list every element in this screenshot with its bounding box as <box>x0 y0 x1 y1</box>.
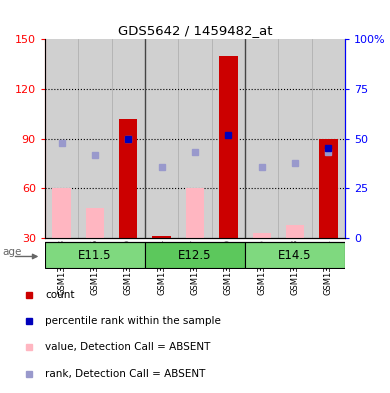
Text: E14.5: E14.5 <box>278 248 312 262</box>
Bar <box>319 138 338 238</box>
Bar <box>245 39 278 238</box>
Bar <box>78 39 112 238</box>
Text: value, Detection Call = ABSENT: value, Detection Call = ABSENT <box>45 342 210 353</box>
Bar <box>212 39 245 238</box>
Bar <box>152 236 171 238</box>
Text: age: age <box>2 247 21 257</box>
Bar <box>245 242 345 268</box>
Bar <box>286 224 304 238</box>
Bar <box>186 188 204 238</box>
Text: E11.5: E11.5 <box>78 248 112 262</box>
Bar <box>312 39 345 238</box>
Bar <box>145 242 245 268</box>
Text: E12.5: E12.5 <box>178 248 212 262</box>
Text: count: count <box>45 290 74 300</box>
Bar <box>112 39 145 238</box>
Text: percentile rank within the sample: percentile rank within the sample <box>45 316 221 326</box>
Bar <box>119 119 137 238</box>
Bar <box>145 39 178 238</box>
Bar <box>178 39 212 238</box>
Bar <box>86 208 104 238</box>
Title: GDS5642 / 1459482_at: GDS5642 / 1459482_at <box>118 24 272 37</box>
Text: rank, Detection Call = ABSENT: rank, Detection Call = ABSENT <box>45 369 205 379</box>
Bar <box>253 233 271 238</box>
Bar <box>45 39 78 238</box>
Bar <box>219 56 238 238</box>
Bar <box>52 188 71 238</box>
Bar <box>45 242 145 268</box>
Bar <box>278 39 312 238</box>
